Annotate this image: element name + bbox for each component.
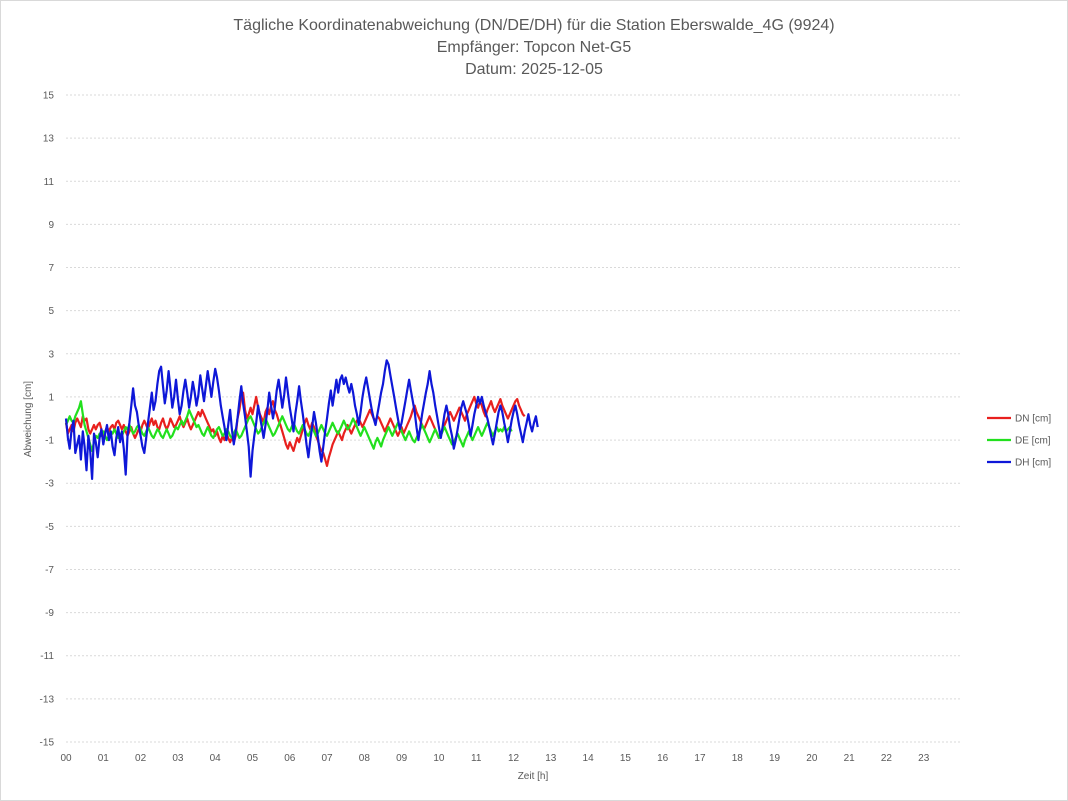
x-axis-ticks: 00 01 02 03 04 05 06 07 08 09 10 11 12 13 14 15 16 17 18 19… [60, 753, 929, 764]
title-line-3: Datum: 2025-12-05 [465, 61, 603, 78]
x-tick-label: 11 [471, 753, 482, 764]
y-tick-label: -1 [45, 436, 54, 447]
x-tick-label: 06 [284, 753, 296, 764]
x-tick-label: 01 [98, 753, 110, 764]
x-tick-label: 23 [918, 753, 930, 764]
x-tick-label: 14 [583, 753, 595, 764]
x-tick-label: 09 [396, 753, 408, 764]
legend: DN [cm] DE [cm] DH [cm] [987, 414, 1051, 469]
y-axis-label: Abweichung [cm] [23, 381, 34, 457]
y-tick-label: -15 [40, 738, 55, 749]
x-tick-label: 10 [433, 753, 445, 764]
x-tick-label: 19 [769, 753, 781, 764]
y-tick-label: 3 [48, 349, 54, 360]
y-tick-label: -13 [40, 694, 55, 705]
x-tick-label: 04 [210, 753, 222, 764]
x-tick-label: 07 [321, 753, 333, 764]
x-tick-label: 21 [844, 753, 856, 764]
y-tick-label: 9 [48, 220, 54, 231]
legend-label: DE [cm] [1015, 436, 1051, 447]
data-series [64, 359, 539, 480]
y-tick-label: -7 [45, 565, 54, 576]
x-tick-label: 12 [508, 753, 520, 764]
y-tick-label: 13 [43, 134, 55, 145]
x-tick-label: 00 [60, 753, 72, 764]
legend-label: DN [cm] [1015, 414, 1051, 425]
x-axis-label: Zeit [h] [518, 771, 549, 782]
x-tick-label: 02 [135, 753, 147, 764]
x-tick-label: 17 [694, 753, 706, 764]
x-tick-label: 08 [359, 753, 371, 764]
x-tick-label: 05 [247, 753, 259, 764]
x-tick-label: 18 [732, 753, 744, 764]
series-line-dh [64, 359, 539, 480]
x-tick-label: 15 [620, 753, 632, 764]
y-tick-label: -3 [45, 479, 54, 490]
x-tick-label: 16 [657, 753, 669, 764]
y-axis-ticks: 15 13 11 9 7 5 3 1 -1 -3 -5 -7 -9 -11 -13 -15 [40, 91, 55, 749]
gridlines [66, 94, 961, 743]
y-tick-label: -5 [45, 522, 54, 533]
x-tick-label: 22 [881, 753, 893, 764]
x-tick-label: 03 [172, 753, 184, 764]
y-tick-label: 7 [48, 263, 54, 274]
y-tick-label: -11 [40, 651, 54, 662]
x-tick-label: 13 [545, 753, 557, 764]
title-line-1: Tägliche Koordinatenabweichung (DN/DE/DH… [233, 17, 834, 34]
y-tick-label: 15 [43, 91, 55, 102]
y-tick-label: 11 [44, 177, 55, 188]
x-tick-label: 20 [806, 753, 818, 764]
legend-label: DH [cm] [1015, 458, 1051, 469]
y-tick-label: -9 [45, 608, 54, 619]
y-tick-label: 1 [48, 392, 54, 403]
chart-title: Tägliche Koordinatenabweichung (DN/DE/DH… [233, 17, 834, 78]
title-line-2: Empfänger: Topcon Net-G5 [437, 39, 632, 56]
y-tick-label: 5 [48, 306, 54, 317]
